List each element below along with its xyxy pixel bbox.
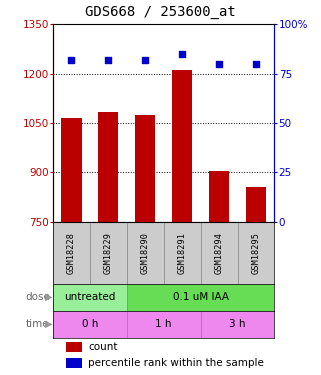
Text: percentile rank within the sample: percentile rank within the sample xyxy=(88,358,264,368)
Bar xyxy=(201,310,274,338)
Point xyxy=(179,51,185,57)
Bar xyxy=(209,171,229,222)
Text: GSM18229: GSM18229 xyxy=(104,231,113,274)
Bar xyxy=(53,284,127,310)
Bar xyxy=(164,222,201,284)
Bar xyxy=(127,310,201,338)
Text: GSM18295: GSM18295 xyxy=(251,231,261,274)
Text: GSM18290: GSM18290 xyxy=(141,231,150,274)
Text: GSM18294: GSM18294 xyxy=(214,231,224,274)
Text: ▶: ▶ xyxy=(45,292,52,302)
Bar xyxy=(135,115,155,222)
Text: time: time xyxy=(26,319,50,329)
Text: count: count xyxy=(88,342,118,352)
Bar xyxy=(98,112,118,222)
Point xyxy=(216,61,221,67)
Bar xyxy=(53,310,127,338)
Point xyxy=(69,57,74,63)
Bar xyxy=(201,222,238,284)
Bar xyxy=(246,187,266,222)
Text: ▶: ▶ xyxy=(45,319,52,329)
Bar xyxy=(90,222,127,284)
Point xyxy=(143,57,148,63)
Text: untreated: untreated xyxy=(64,292,116,302)
Text: GSM18228: GSM18228 xyxy=(67,231,76,274)
Bar xyxy=(66,358,82,368)
Point xyxy=(106,57,111,63)
Bar xyxy=(238,222,274,284)
Text: 3 h: 3 h xyxy=(229,319,246,329)
Bar xyxy=(127,284,274,310)
Point xyxy=(253,61,258,67)
Bar xyxy=(127,222,164,284)
Bar xyxy=(172,70,192,222)
Text: GDS668 / 253600_at: GDS668 / 253600_at xyxy=(85,5,236,19)
Text: 1 h: 1 h xyxy=(155,319,172,329)
Bar xyxy=(66,342,82,352)
Bar xyxy=(61,118,82,222)
Text: dose: dose xyxy=(25,292,50,302)
Text: GSM18291: GSM18291 xyxy=(178,231,187,274)
Text: 0 h: 0 h xyxy=(82,319,98,329)
Text: 0.1 uM IAA: 0.1 uM IAA xyxy=(173,292,229,302)
Bar xyxy=(53,222,90,284)
